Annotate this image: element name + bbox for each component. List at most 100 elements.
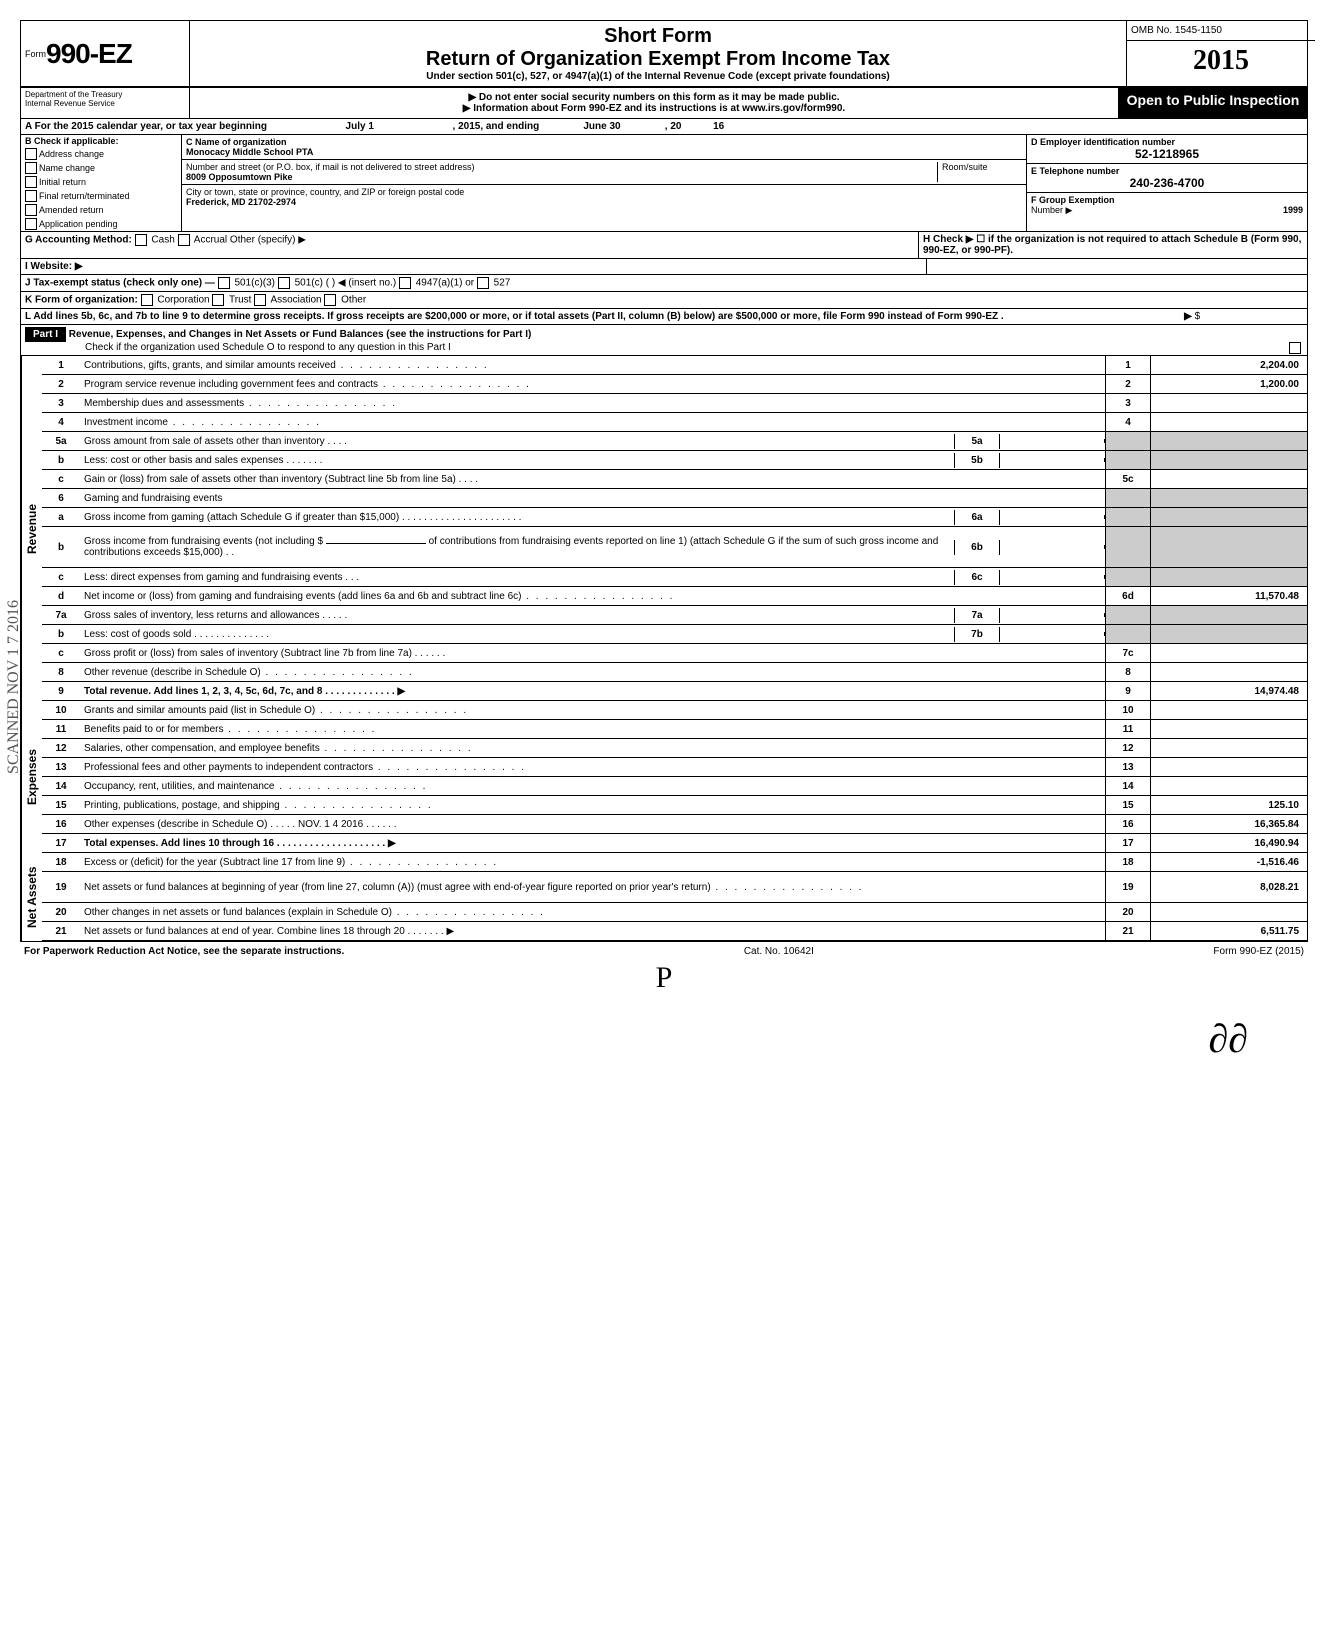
line-5c-desc: Gain or (loss) from sale of assets other… [84,474,456,485]
check-accrual[interactable] [178,234,190,246]
section-e: E Telephone number 240-236-4700 [1027,164,1307,193]
check-address[interactable]: Address change [21,147,181,161]
info-link: ▶ Information about Form 990-EZ and its … [194,103,1114,114]
line-5a-shade [1105,432,1151,450]
line-3-num: 3 [42,396,80,411]
line-15-desc: Printing, publications, postage, and shi… [84,800,280,811]
line-19: 19 Net assets or fund balances at beginn… [42,872,1307,903]
line-5b: b Less: cost or other basis and sales ex… [42,451,1307,470]
line-11: 11 Benefits paid to or for members 11 [42,720,1307,739]
line-10-amount [1151,701,1307,719]
line-8-amount [1151,663,1307,681]
line-6b-shade2 [1151,527,1307,567]
section-b: B Check if applicable: Address change Na… [21,135,182,231]
check-initial-label: Initial return [39,177,86,187]
line-8-num: 8 [42,665,80,680]
check-pending[interactable]: Application pending [21,217,181,231]
check-amended[interactable]: Amended return [21,203,181,217]
form-prefix: Form [25,49,46,59]
line-17-box: 17 [1105,834,1151,852]
line-6d-amount: 11,570.48 [1151,587,1307,605]
line-7b-num: b [42,627,80,642]
line-6c-box: 6c [954,570,1000,585]
line-21-box: 21 [1105,922,1151,940]
line-5b-val [1000,458,1105,462]
line-6b-box: 6b [954,540,1000,555]
insert-no: ) ◀ (insert no.) [332,278,396,289]
section-a: A For the 2015 calendar year, or tax yea… [21,119,1307,134]
check-name[interactable]: Name change [21,161,181,175]
org-name: Monocacy Middle School PTA [186,147,1022,157]
phone-value: 240-236-4700 [1031,176,1303,190]
line-6: 6 Gaming and fundraising events [42,489,1307,508]
line-5a-desc: Gross amount from sale of assets other t… [84,436,325,447]
line-4: 4 Investment income 4 [42,413,1307,432]
street-value: 8009 Opposumtown Pike [186,172,937,182]
line-14-num: 14 [42,779,80,794]
phone-label: E Telephone number [1031,166,1303,176]
line-7c: c Gross profit or (loss) from sales of i… [42,644,1307,663]
check-assoc[interactable] [254,294,266,306]
line-9: 9 Total revenue. Add lines 1, 2, 3, 4, 5… [42,682,1307,701]
line-6a-shade2 [1151,508,1307,526]
check-cash[interactable] [135,234,147,246]
revenue-side-label: Revenue [21,356,42,701]
line-2-desc: Program service revenue including govern… [84,379,378,390]
line-17-amount: 16,490.94 [1151,834,1307,852]
line-6d: d Net income or (loss) from gaming and f… [42,587,1307,606]
section-g-h: G Accounting Method: Cash Accrual Other … [21,232,1307,259]
line-20: 20 Other changes in net assets or fund b… [42,903,1307,922]
irs-label: Internal Revenue Service [25,99,185,108]
ssn-warning: ▶ Do not enter social security numbers o… [194,92,1114,103]
check-501c[interactable] [278,277,290,289]
p-mark: P [20,961,1308,995]
section-a-mid: , 2015, and ending [453,121,540,132]
line-1-num: 1 [42,358,80,373]
line-20-box: 20 [1105,903,1151,921]
line-6-shade2 [1151,489,1307,507]
line-7c-desc: Gross profit or (loss) from sales of inv… [84,648,412,659]
accrual-label: Accrual [194,235,227,246]
footer: For Paperwork Reduction Act Notice, see … [20,942,1308,961]
title-cell: Short Form Return of Organization Exempt… [190,21,1127,86]
opt-527: 527 [494,278,511,289]
trust-label: Trust [229,295,251,306]
check-4947[interactable] [399,277,411,289]
city-block: City or town, state or province, country… [182,185,1026,209]
check-501c3[interactable] [218,277,230,289]
line-16: 16 Other expenses (describe in Schedule … [42,815,1307,834]
line-3-amount [1151,394,1307,412]
year-end-val: 16 [684,121,724,132]
section-a-row: A For the 2015 calendar year, or tax yea… [21,119,1307,135]
check-other-org[interactable] [324,294,336,306]
line-18: 18 Excess or (deficit) for the year (Sub… [42,853,1307,872]
street-label: Number and street (or P.O. box, if mail … [186,162,937,172]
line-6b: b Gross income from fundraising events (… [42,527,1307,568]
ein-label: D Employer identification number [1031,137,1303,147]
street-block: Number and street (or P.O. box, if mail … [182,160,1026,185]
tax-year: 2015 [1127,40,1315,81]
check-corp[interactable] [141,294,153,306]
line-13: 13 Professional fees and other payments … [42,758,1307,777]
line-10-num: 10 [42,703,80,718]
line-7a-num: 7a [42,608,80,623]
check-address-label: Address change [39,149,104,159]
line-14-box: 14 [1105,777,1151,795]
check-initial[interactable]: Initial return [21,175,181,189]
part-1-checkbox[interactable] [1289,342,1301,354]
city-value: Frederick, MD 21702-2974 [186,197,1022,207]
check-trust[interactable] [212,294,224,306]
check-final[interactable]: Final return/terminated [21,189,181,203]
line-12-box: 12 [1105,739,1151,757]
line-19-desc: Net assets or fund balances at beginning… [84,882,711,893]
line-18-box: 18 [1105,853,1151,871]
header-row: Form 990-EZ Short Form Return of Organiz… [21,21,1307,88]
city-label: City or town, state or province, country… [186,187,1022,197]
line-17-num: 17 [42,836,80,851]
line-6d-num: d [42,589,80,604]
website-label: I Website: ▶ [25,261,83,272]
website-field: I Website: ▶ [21,259,927,274]
line-7a-val [1000,613,1105,617]
check-527[interactable] [477,277,489,289]
group-number-label: Number ▶ [1031,205,1072,215]
